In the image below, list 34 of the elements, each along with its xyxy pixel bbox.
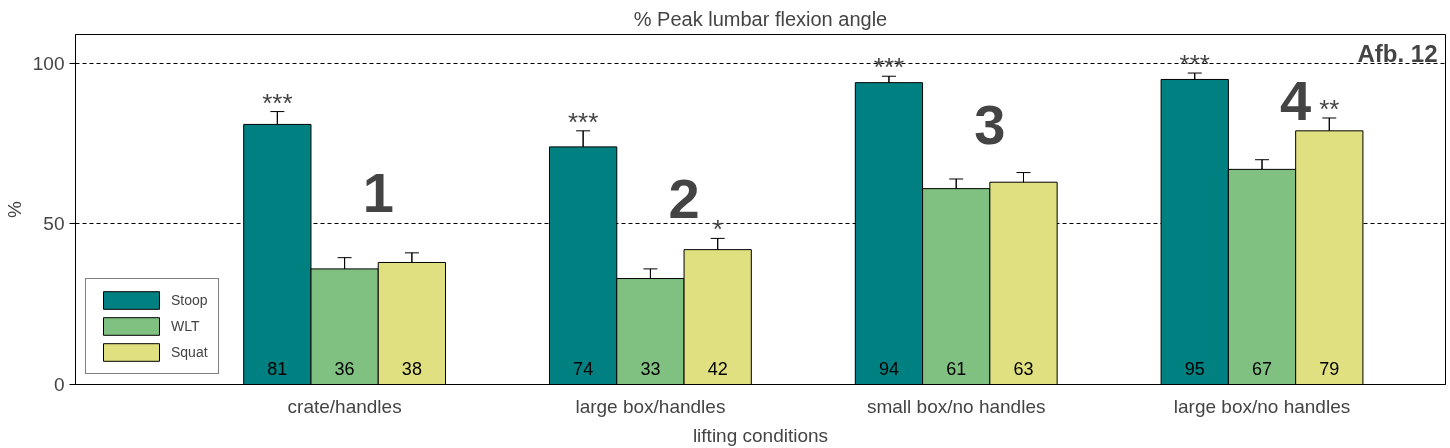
data-label: 38 (401, 358, 422, 379)
data-label: 95 (1184, 358, 1205, 379)
y-axis-title: % (3, 200, 25, 218)
annotation: 1 (362, 160, 394, 224)
x-tick-label: small box/no handles (866, 395, 1046, 417)
legend-label: Squat (171, 344, 208, 360)
annotation: *** (262, 87, 293, 118)
y-tick-label: 100 (32, 52, 65, 74)
data-label: 67 (1252, 358, 1273, 379)
annotation: Afb. 12 (1357, 39, 1438, 67)
annotation: 3 (974, 93, 1006, 157)
annotation: 4 (1280, 68, 1312, 132)
data-label: 42 (707, 358, 728, 379)
data-label: 61 (946, 358, 967, 379)
data-label: 94 (878, 358, 899, 379)
data-label: 79 (1319, 358, 1340, 379)
x-tick-label: crate/handles (287, 395, 402, 417)
annotation: *** (567, 106, 599, 137)
x-tick-label: large box/handles (575, 395, 726, 417)
legend-label: Stoop (171, 292, 208, 308)
data-label: 36 (334, 358, 355, 379)
x-tick-label: large box/no handles (1173, 395, 1351, 417)
data-label: 33 (640, 358, 661, 379)
annotation: ** (1319, 93, 1340, 124)
legend-label: WLT (171, 318, 200, 334)
y-tick-label: 0 (53, 374, 65, 395)
data-label: 74 (573, 358, 594, 379)
y-tick-label: 50 (43, 213, 65, 235)
data-label: 81 (267, 358, 288, 379)
annotation: * (712, 214, 723, 245)
x-axis-title: lifting conditions (692, 424, 829, 446)
chart-title: % Peak lumbar flexion angle (633, 7, 888, 30)
annotation: 2 (668, 167, 700, 231)
data-label: 63 (1013, 358, 1034, 379)
